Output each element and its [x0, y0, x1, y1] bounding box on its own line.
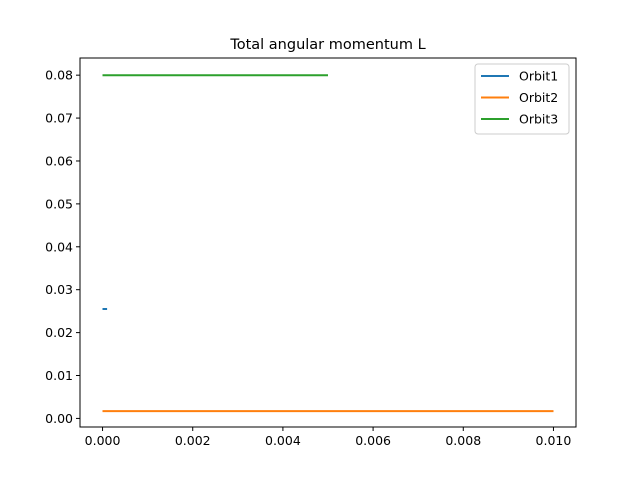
y-tick-label: 0.00: [45, 411, 73, 426]
y-tick-label: 0.01: [45, 368, 73, 383]
legend-label-orbit2: Orbit2: [519, 90, 558, 105]
plot-area: [102, 74, 554, 413]
x-tick-label: 0.008: [445, 433, 481, 448]
legend-box: [474, 63, 570, 135]
x-tick-label: 0.000: [85, 433, 121, 448]
y-tick-label: 0.07: [45, 111, 73, 126]
y-axis: 0.00 0.01 0.02 0.03 0.04 0.05 0.06 0.07 0.08: [45, 68, 80, 426]
axes-frame: [79, 57, 577, 428]
y-tick-label: 0.03: [45, 282, 73, 297]
legend: Orbit1 Orbit2 Orbit3: [474, 63, 570, 135]
legend-label-orbit3: Orbit3: [519, 112, 558, 127]
x-tick-label: 0.006: [355, 433, 391, 448]
y-tick-label: 0.04: [45, 239, 73, 254]
y-tick-label: 0.06: [45, 153, 73, 168]
chart-title: Total angular momentum L: [229, 37, 425, 53]
y-tick-label: 0.08: [45, 68, 73, 83]
x-tick-label: 0.002: [175, 433, 211, 448]
x-axis: 0.000 0.002 0.004 0.006 0.008 0.010: [85, 427, 572, 448]
x-tick-label: 0.004: [265, 433, 301, 448]
x-tick-label: 0.010: [536, 433, 572, 448]
y-tick-label: 0.02: [45, 325, 73, 340]
legend-label-orbit1: Orbit1: [519, 69, 558, 84]
y-tick-label: 0.05: [45, 196, 73, 211]
